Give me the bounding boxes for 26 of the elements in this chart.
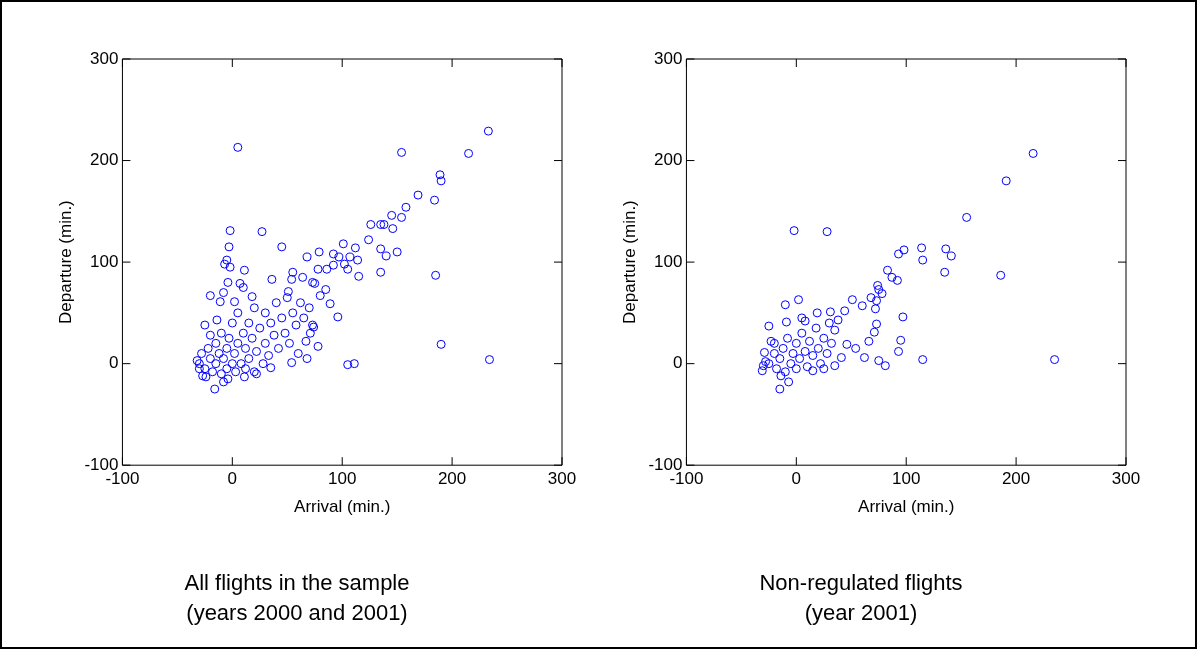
y-tick-label: 100 — [90, 251, 119, 271]
y-axis-title: Departure (min.) — [55, 200, 75, 324]
text: (year 2001) — [803, 599, 919, 627]
x-tick-label: 100 — [892, 469, 921, 489]
x-tick-label: 200 — [1001, 469, 1031, 489]
text: All flights in the sample — [183, 569, 411, 597]
x-tick-label: -100 — [105, 469, 140, 489]
y-tick-label: 0 — [672, 353, 683, 373]
x-tick-label: 0 — [227, 469, 238, 489]
y-tick-label: 300 — [654, 48, 683, 68]
y-tick-label: 200 — [654, 150, 683, 170]
text: (years 2000 and 2001) — [185, 599, 409, 627]
x-axis-title: Arrival (min.) — [294, 497, 391, 517]
text: Non-regulated flights — [758, 569, 964, 597]
x-tick-label: -100 — [669, 469, 704, 489]
x-tick-label: 300 — [547, 469, 577, 489]
x-axis-title: Arrival (min.) — [858, 497, 955, 517]
y-axis-title: Departure (min.) — [619, 200, 639, 324]
x-tick-label: 200 — [437, 469, 467, 489]
y-tick-label: 0 — [108, 353, 119, 373]
x-tick-label: 0 — [791, 469, 802, 489]
x-tick-label: 100 — [328, 469, 357, 489]
x-tick-label: 300 — [1111, 469, 1141, 489]
y-tick-label: 200 — [90, 150, 119, 170]
y-tick-label: 300 — [90, 48, 119, 68]
y-tick-label: 100 — [654, 251, 683, 271]
